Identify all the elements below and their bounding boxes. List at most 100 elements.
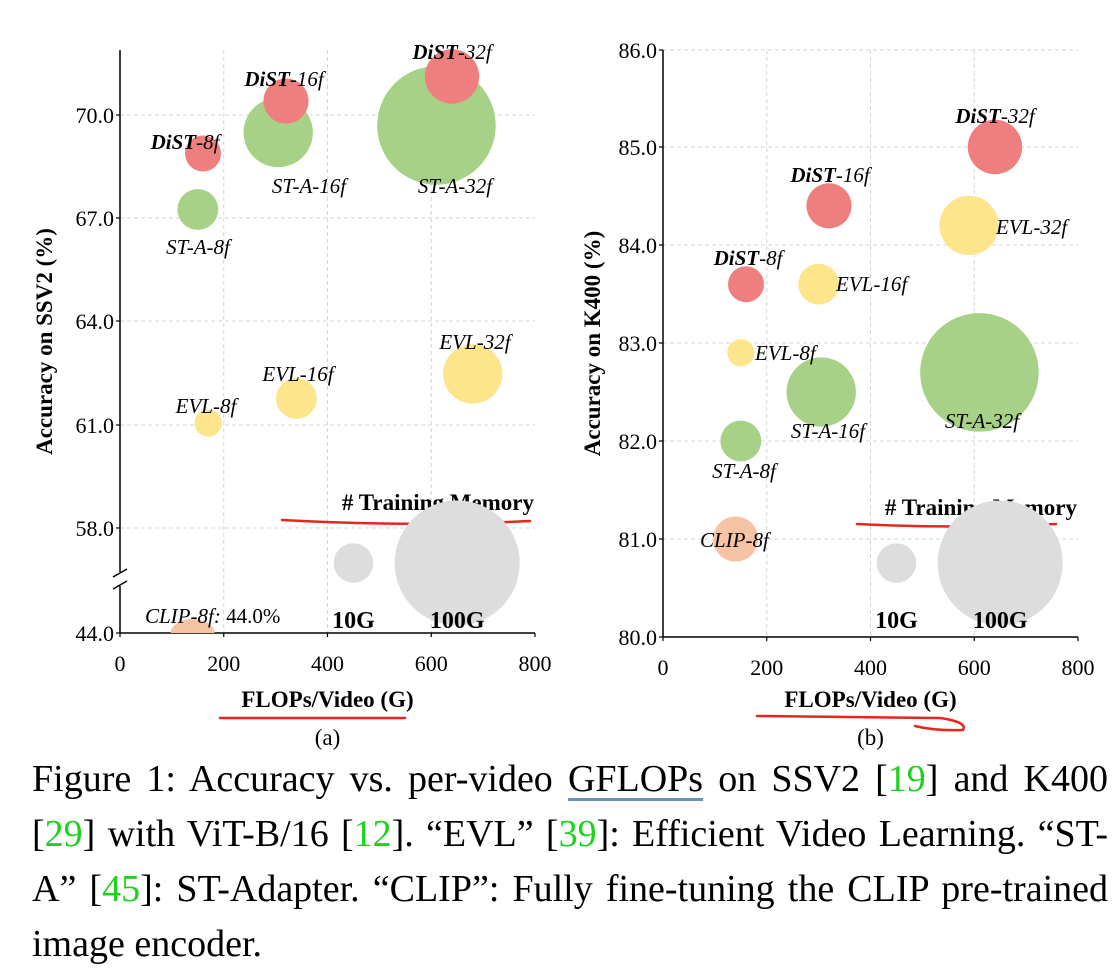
point-label-bold: DiST <box>954 104 1002 128</box>
point-label-st-a-32f: ST-A-32f <box>945 409 1022 433</box>
bubble-evl-32f <box>443 344 503 404</box>
legend-bubble-10g <box>333 543 374 583</box>
caption-text: ] with ViT-B/16 [ <box>82 813 354 855</box>
bubble-evl-16f <box>798 263 840 305</box>
bubble-clip-8f <box>713 516 759 562</box>
point-label-bold: DiST <box>150 130 198 154</box>
caption-text: on SSV2 [ <box>703 758 888 800</box>
point-label-bold: DiST <box>713 246 761 270</box>
point-label-evl-16f: EVL-16f <box>835 272 910 296</box>
bubble-evl-8f <box>194 409 222 437</box>
point-label-evl-8f: EVL-8f <box>175 394 240 418</box>
point-label-st-a-8f: ST-A-8f <box>166 235 233 259</box>
point-label-text: ST-A-32f <box>945 409 1022 433</box>
x-tick-label: 0 <box>658 655 669 680</box>
bubble-st-a-8f <box>177 189 219 230</box>
y-tick-label: 86.0 <box>619 38 658 63</box>
caption-cite[interactable]: 45 <box>102 868 141 910</box>
point-label-dist-16f: DiST-16f <box>243 67 327 91</box>
x-axis-title: FLOPs/Video (G) <box>784 687 956 712</box>
bubble-clip-8f <box>170 619 215 633</box>
point-label-text: ST-A-16f <box>791 419 868 443</box>
point-label-evl-8f: EVL-8f <box>754 341 819 365</box>
point-label-bold: DiST <box>411 40 459 64</box>
x-tick-label: 0 <box>115 651 126 676</box>
x-tick-label: 200 <box>750 655 783 680</box>
y-tick-label: 64.0 <box>76 309 115 334</box>
point-label-text: -8f <box>759 246 785 270</box>
point-label-dist-8f: DiST-8f <box>713 246 786 270</box>
y-tick-label: 81.0 <box>619 527 658 552</box>
caption-cite[interactable]: 19 <box>887 758 926 800</box>
point-label-clip-8f: CLIP-8f: 44.0% <box>145 604 280 628</box>
figure-caption: Figure 1: Accuracy vs. per-video GFLOPs … <box>32 752 1108 972</box>
point-label-value: 44.0% <box>221 604 281 628</box>
caption-gflops: GFLOPs <box>567 758 704 800</box>
point-label-evl-16f: EVL-16f <box>261 362 336 386</box>
legend-label-100g: 100G <box>430 608 485 634</box>
y-tick-label: 80.0 <box>619 625 658 650</box>
bubble-evl-8f <box>727 339 755 367</box>
point-label-text: ST-A-32f <box>418 174 495 198</box>
chart-panel-ssv2: 44.058.061.064.067.070.00 200 400 600 800# T… <box>32 40 552 750</box>
point-label-dist-32f: DiST-32f <box>411 40 495 64</box>
bubble-dist-8f <box>728 266 764 303</box>
point-label-text: EVL-16f <box>261 362 336 386</box>
point-label-evl-32f: EVL-32f <box>995 215 1070 239</box>
point-label-text: EVL-8f <box>175 394 240 418</box>
bubbles <box>170 49 503 633</box>
point-label-text: EVL-8f <box>754 341 819 365</box>
bubble-dist-16f <box>806 183 852 229</box>
x-tick-label: 400 <box>311 651 344 676</box>
bubble-st-a-32f <box>920 313 1039 432</box>
bubble-dist-16f <box>263 78 309 124</box>
point-label-text: ST-A-16f <box>272 174 349 198</box>
point-label-st-a-16f: ST-A-16f <box>791 419 868 443</box>
caption-text: ]: ST-Adapter. “CLIP”: Fully fine-tuning… <box>32 868 1108 965</box>
bubble-dist-8f <box>185 135 221 172</box>
point-label-dist-8f: DiST-8f <box>150 130 223 154</box>
y-tick-label: 84.0 <box>619 233 658 258</box>
caption-cite[interactable]: 12 <box>353 813 392 855</box>
y-tick-label: 82.0 <box>619 429 658 454</box>
point-label-text: -8f <box>196 130 222 154</box>
bubble-st-a-8f <box>720 420 762 462</box>
panel-label: (a) <box>315 725 341 750</box>
bubble-dist-32f <box>967 119 1023 175</box>
x-axis-title-underline-annotation <box>755 714 965 732</box>
caption-cite[interactable]: 39 <box>558 813 597 855</box>
x-axis-title: FLOPs/Video (G) <box>241 687 413 712</box>
x-tick-label: 800 <box>1062 655 1095 680</box>
point-label-dist-16f: DiST-16f <box>789 163 873 187</box>
axis-break-mark <box>112 580 128 590</box>
point-label-text: -32f <box>458 40 495 64</box>
point-label-text: -16f <box>836 163 873 187</box>
y-tick-label: 44.0 <box>76 621 115 646</box>
y-tick-label: 85.0 <box>619 135 658 160</box>
axis-break-mark <box>112 568 128 578</box>
caption-cite[interactable]: 29 <box>44 813 83 855</box>
y-tick-label: 83.0 <box>619 331 658 356</box>
bubble-dist-32f <box>424 49 480 104</box>
legend-bubble-10g <box>876 543 917 583</box>
y-axis-title: Accuracy on K400 (%) <box>580 231 605 457</box>
point-label-st-a-32f: ST-A-32f <box>418 174 495 198</box>
x-tick-label: 600 <box>415 651 448 676</box>
legend-label-10g: 10G <box>332 608 375 634</box>
x-tick-label: 800 <box>519 651 552 676</box>
point-label-st-a-8f: ST-A-8f <box>712 459 779 483</box>
point-label-dist-32f: DiST-32f <box>954 104 1038 128</box>
x-tick-label: 600 <box>958 655 991 680</box>
point-label-st-a-16f: ST-A-16f <box>272 174 349 198</box>
point-label-evl-32f: EVL-32f <box>438 330 513 354</box>
point-label-text: EVL-16f <box>835 272 910 296</box>
panel-label: (b) <box>857 725 884 750</box>
chart-panel-k400: 80.0 81.0 82.0 83.0 84.0 85.0 86.0 0 200 400 600 80… <box>580 38 1095 750</box>
x-tick-label: 200 <box>207 651 240 676</box>
point-label-text: ST-A-8f <box>712 459 779 483</box>
caption-text: ]. “EVL” [ <box>391 813 559 855</box>
